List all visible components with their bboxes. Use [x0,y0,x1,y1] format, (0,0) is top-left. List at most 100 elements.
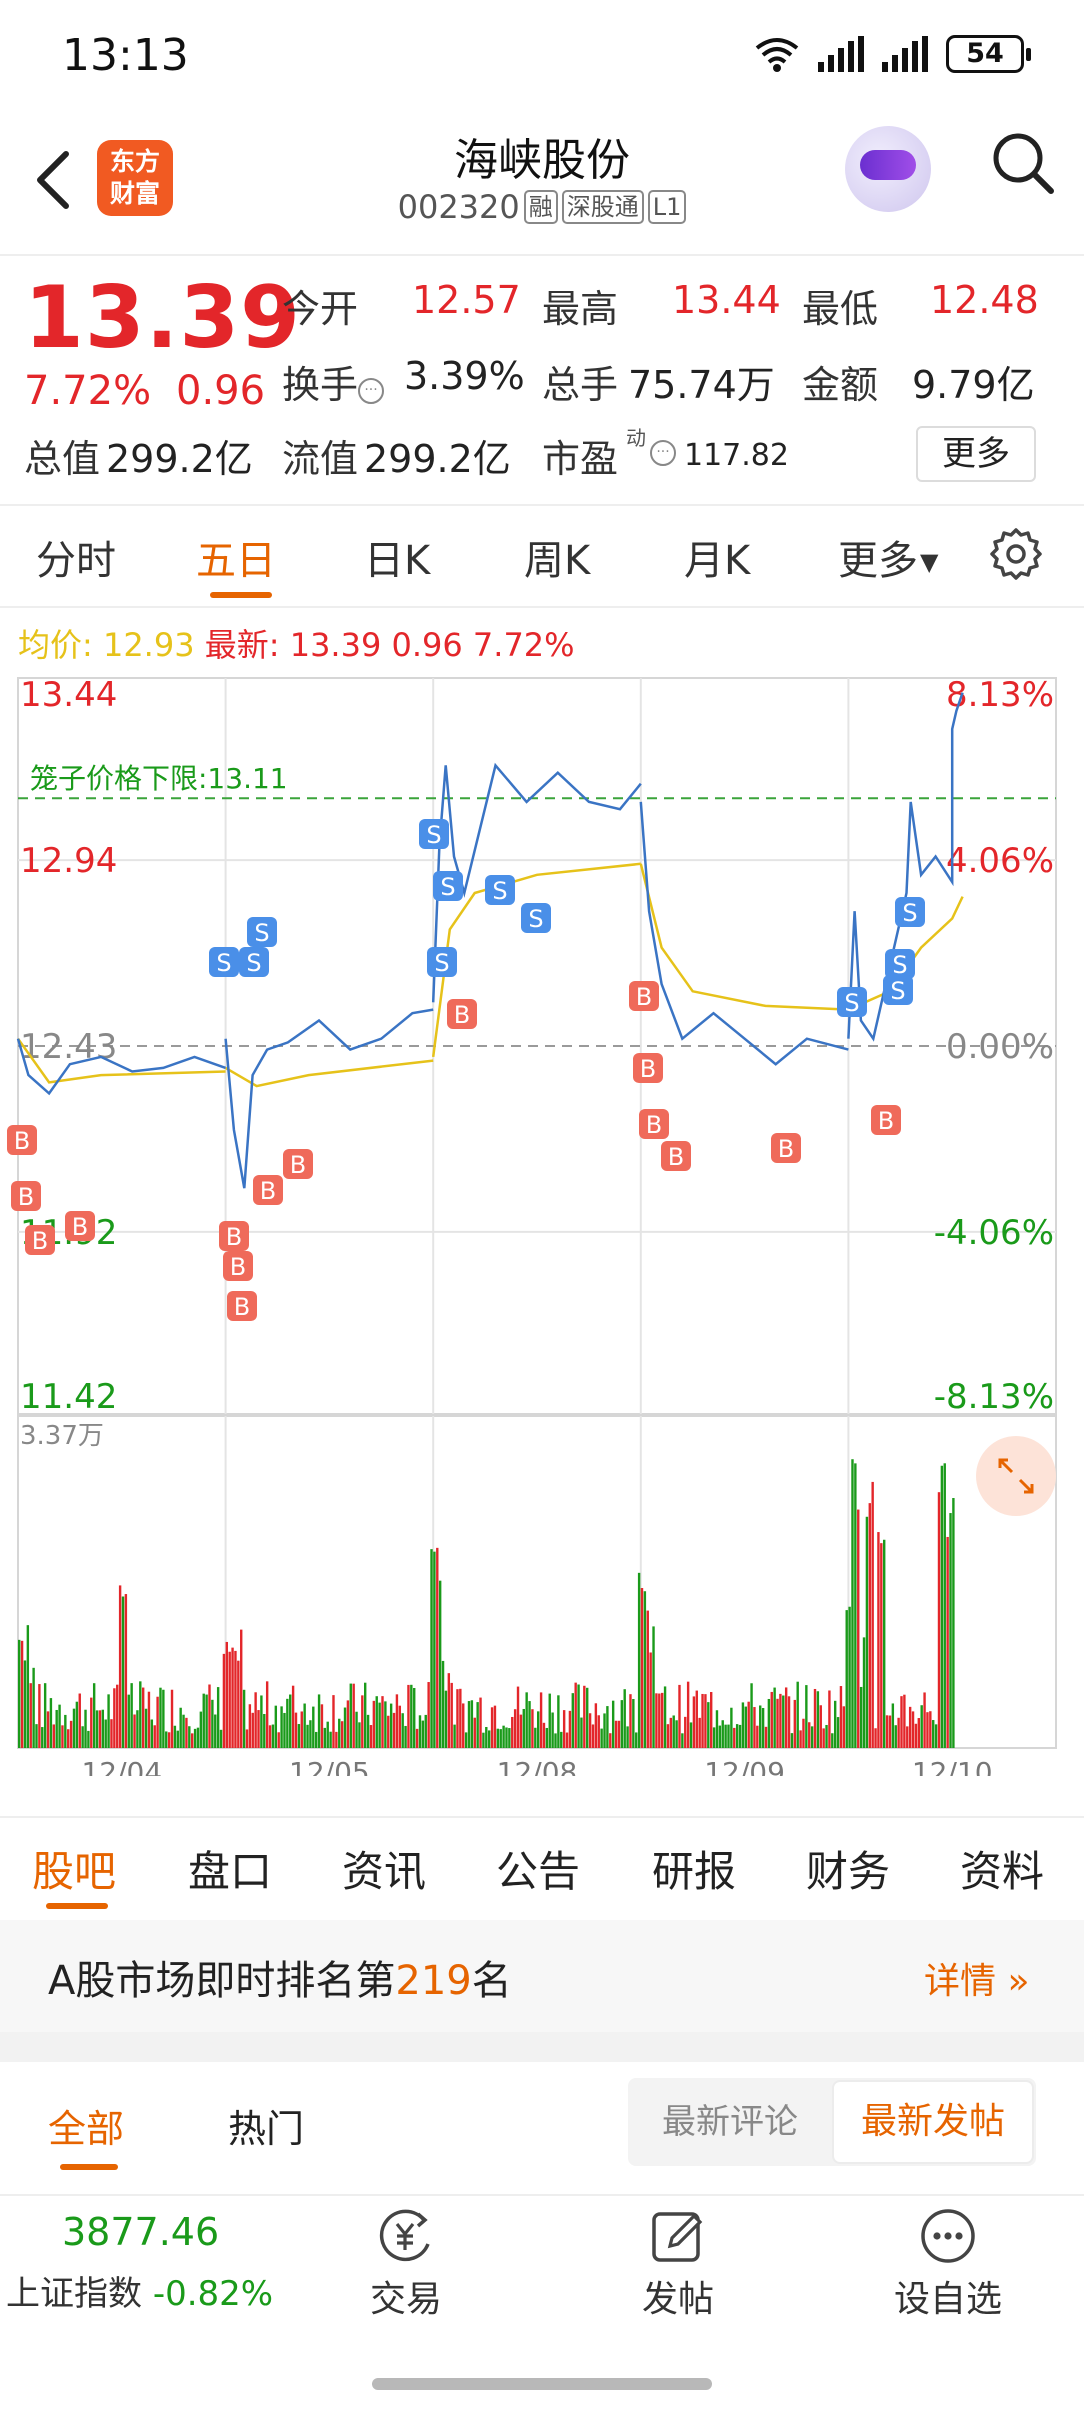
change-percent: 7.72% [24,368,152,414]
turnover-value: 3.39% [404,354,525,398]
volume-bar [196,1727,200,1748]
volume-bar [776,1698,779,1748]
home-indicator[interactable] [372,2378,712,2390]
tab-news[interactable]: 资讯 [342,1847,427,1896]
volume-bar [349,1683,352,1748]
volume-bar [314,1731,318,1748]
buy-marker-label: B [230,1253,246,1281]
filter-hot[interactable]: 热门 [228,2107,305,2151]
volume-bar [839,1686,843,1748]
volume-bar [277,1732,280,1748]
more-button[interactable]: 更多 [916,426,1036,482]
tabs-divider [0,606,1084,608]
volume-bar [508,1728,511,1748]
pe-info-icon[interactable]: ··· [650,440,676,466]
volume-bar [522,1708,525,1748]
buy-marker [661,1141,691,1171]
nav-post[interactable]: 发帖 [598,2206,758,2322]
buy-marker-label: B [260,1177,276,1205]
volume-bar [150,1719,154,1748]
volume-bar [658,1693,661,1748]
volume-bar [18,1639,21,1748]
turnover-info-icon[interactable]: ··· [358,378,385,404]
volume-bar [485,1726,488,1748]
volume-bar [859,1686,863,1748]
sort-latest-comment[interactable]: 最新评论 [662,2102,798,2142]
volume-bar [600,1728,603,1748]
search-icon[interactable] [990,130,1056,196]
tab-weekly-k[interactable]: 周K [524,538,591,584]
volume-bar [343,1707,347,1748]
app-logo[interactable]: 东方 财富 [97,140,173,216]
volume-bar [222,1653,226,1748]
volume-bar [237,1660,240,1748]
tab-monthly-k[interactable]: 月K [684,538,751,584]
tag-level: L1 [647,190,687,224]
volume-bar [810,1726,814,1748]
sell-marker [247,917,277,947]
volume-bar [663,1686,667,1748]
volume-bar [43,1683,47,1748]
volume-bar [124,1594,128,1748]
volume-bar [433,1551,436,1748]
volume-bar [684,1716,687,1748]
tab-more[interactable]: 更多▼ [838,538,939,584]
volume-bar [92,1683,96,1748]
volume-bar [539,1692,543,1748]
volume-bar [372,1700,376,1748]
ranking-bar[interactable] [0,1920,1084,2032]
volume-bar [427,1682,430,1748]
tab-forum[interactable]: 股吧 [32,1847,117,1896]
volume-bar [490,1707,494,1748]
volume-bar [404,1725,407,1748]
volume-bar [242,1689,246,1748]
index-value[interactable]: 3877.46 [62,2210,220,2254]
nav-add-watch[interactable]: 设自选 [868,2206,1028,2322]
tab-profile[interactable]: 资料 [960,1847,1045,1896]
volume-bar [770,1691,773,1748]
volume-bar [225,1641,228,1748]
volume-bar [513,1709,517,1748]
volume-bar [551,1712,554,1748]
volume-bar [378,1702,381,1748]
sort-latest-post[interactable]: 最新发帖 [832,2080,1034,2164]
tab-orderbook[interactable]: 盘口 [188,1847,273,1896]
volume-bar [424,1714,427,1748]
nav-trade[interactable]: 交易 [326,2206,486,2322]
volume-bar [620,1700,624,1748]
volume-bar [531,1709,534,1748]
volume-bar [698,1717,701,1748]
five-day-chart[interactable]: 笼子价格下限:13.11 13.44 8.13% 12.94 4.06% 12.43 0.0… [0,676,1084,1776]
volume-bar [49,1698,53,1748]
gear-icon[interactable] [988,526,1044,582]
limit-label: 笼子价格下限:13.11 [30,762,288,795]
volume-bar [101,1709,105,1748]
volume-bar [937,1492,941,1748]
volume-bar [836,1717,840,1748]
tab-research[interactable]: 研报 [652,1847,737,1896]
filter-all[interactable]: 全部 [48,2107,125,2151]
pe-superscript: 动 [626,426,646,450]
volume-bar [300,1711,303,1748]
sell-marker-label: S [890,977,905,1005]
volume-bar [635,1732,638,1748]
tab-five-day[interactable]: 五日 [196,538,276,584]
volume-bar [934,1724,938,1748]
tab-daily-k[interactable]: 日K [364,538,431,584]
volume-bar [58,1704,61,1748]
back-icon[interactable] [30,148,80,212]
volume-bar [738,1724,742,1748]
volume-bar [141,1687,145,1748]
tab-intraday[interactable]: 分时 [36,538,116,584]
volume-bar [61,1725,64,1748]
volume-bar [753,1707,756,1748]
index-line[interactable]: 上证指数 -0.82% [6,2274,274,2314]
volume-bar [179,1707,182,1748]
nav-post-label: 发帖 [641,2279,714,2320]
volume-bar [952,1498,955,1748]
ranking-detail-link[interactable]: 详情 » [924,1961,1030,2002]
volume-bar [355,1711,358,1748]
tab-announcements[interactable]: 公告 [496,1847,581,1896]
tab-finance[interactable]: 财务 [806,1847,891,1896]
pct-axis-label: -4.06% [934,1213,1054,1253]
